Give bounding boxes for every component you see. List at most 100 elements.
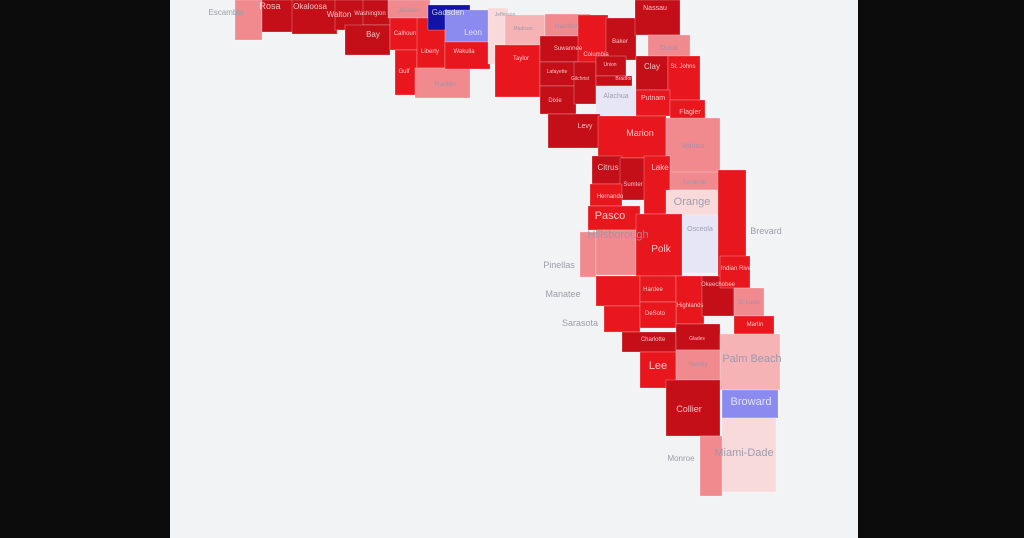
county-lafayette[interactable] — [539, 61, 577, 87]
county-label-walton: Walton — [327, 10, 352, 19]
county-monroe[interactable] — [699, 435, 723, 497]
county-label-levy: Levy — [578, 123, 593, 130]
county-label-sarasota: Sarasota — [562, 318, 598, 328]
county-label-collier: Collier — [676, 404, 702, 414]
county-label-marion: Marion — [626, 128, 654, 138]
county-marion[interactable] — [597, 115, 667, 159]
county-label-hamilton: Hamilton — [555, 24, 579, 30]
county-label-lee: Lee — [649, 360, 667, 372]
county-polk[interactable] — [635, 213, 683, 277]
county-indian-river[interactable] — [719, 255, 751, 289]
county-label-duval: Duval — [660, 45, 678, 52]
county-label-citrus: Citrus — [598, 163, 619, 172]
county-label-sumter: Sumter — [623, 182, 642, 188]
county-dixie[interactable] — [539, 85, 577, 115]
county-rosa[interactable] — [261, 0, 295, 33]
county-madison[interactable] — [504, 14, 546, 48]
county-label-volusia: Volusia — [682, 143, 705, 150]
county-highlands[interactable] — [675, 275, 705, 325]
county-sumter[interactable] — [619, 157, 647, 201]
county-label-lake: Lake — [651, 163, 669, 172]
county-label-baker: Baker — [612, 39, 628, 45]
county-citrus[interactable] — [591, 155, 623, 185]
county-label-flagler: Flagler — [679, 109, 701, 116]
county-label-union: Union — [603, 62, 616, 68]
county-putnam[interactable] — [635, 89, 671, 117]
county-sarasota[interactable] — [603, 305, 641, 333]
county-franklin[interactable] — [414, 67, 471, 99]
county-label-wakulla: Wakulla — [453, 49, 475, 55]
county-shapes — [234, 0, 781, 497]
county-suwannee[interactable] — [539, 35, 581, 63]
county-palm-beach[interactable] — [719, 333, 781, 391]
county-label-martin: Martin — [747, 322, 764, 328]
county-label-columbia: Columbia — [583, 52, 609, 58]
county-label-broward: Broward — [731, 396, 772, 408]
county-label-madison: Madison — [514, 26, 533, 32]
county-label-putnam: Putnam — [641, 95, 665, 102]
county-orange[interactable] — [665, 189, 721, 216]
county-volusia[interactable] — [665, 117, 721, 175]
county-label-calhoun: Calhoun — [394, 31, 416, 37]
county-label-st-lucie: St Lucie — [738, 300, 760, 306]
county-hillsborough[interactable] — [595, 229, 637, 276]
county-label-lafayette: Lafayette — [547, 69, 568, 75]
county-label-hardee: Hardee — [643, 287, 663, 293]
county-nassau[interactable] — [634, 0, 681, 36]
county-label-suwannee: Suwannee — [554, 46, 583, 52]
county-levy[interactable] — [547, 113, 601, 149]
county-label-indian-river: Indian River — [721, 266, 753, 272]
county-label-jefferson: Jefferson — [495, 12, 516, 18]
county-label-pasco: Pasco — [595, 210, 626, 222]
county-label-osceola: Osceola — [687, 226, 713, 233]
county-label-st-johns: St. Johns — [670, 64, 695, 70]
county-label-pinellas: Pinellas — [543, 260, 575, 270]
county-label-escambia: Escambia — [208, 8, 244, 17]
county-label-liberty: Liberty — [421, 49, 439, 55]
county-collier[interactable] — [665, 379, 721, 437]
county-bay[interactable] — [344, 24, 391, 56]
county-gilchrist[interactable] — [573, 61, 597, 105]
county-alachua[interactable] — [595, 85, 639, 117]
county-label-charlotte: Charlotte — [641, 337, 666, 343]
county-wakulla[interactable] — [444, 41, 491, 70]
county-miami-dade[interactable] — [721, 417, 777, 493]
county-taylor[interactable] — [494, 44, 541, 98]
county-label-rosa: Rosa — [259, 1, 280, 11]
county-osceola[interactable] — [679, 214, 721, 274]
county-label-glades: Glades — [689, 336, 705, 342]
county-washington[interactable] — [362, 0, 391, 26]
county-escambia[interactable] — [234, 0, 263, 41]
county-label-highlands: Highlands — [677, 303, 704, 309]
county-manatee[interactable] — [595, 275, 641, 307]
county-label-bay: Bay — [366, 30, 380, 39]
county-label-brevard: Brevard — [750, 226, 782, 236]
county-label-hillsborough: Hillsborough — [587, 229, 648, 241]
county-label-okaloosa: Okaloosa — [293, 2, 327, 11]
county-label-manatee: Manatee — [545, 289, 580, 299]
county-desoto[interactable] — [639, 301, 677, 329]
county-label-gilchrist: Gilchrist — [571, 76, 590, 82]
county-label-nassau: Nassau — [643, 5, 667, 12]
county-baker[interactable] — [605, 17, 637, 61]
county-label-hendry: Hendry — [688, 362, 707, 368]
county-label-gulf: Gulf — [398, 69, 409, 75]
county-label-hernando: Hernando — [597, 194, 624, 200]
county-label-leon: Leon — [464, 28, 482, 37]
county-label-seminole: Seminole — [682, 180, 708, 186]
county-label-clay: Clay — [644, 62, 660, 71]
county-label-franklin: Franklin — [434, 82, 455, 88]
county-st-johns[interactable] — [667, 55, 701, 101]
county-label-desoto: DeSoto — [645, 311, 666, 317]
county-label-polk: Polk — [651, 244, 671, 255]
county-label-washington: Washington — [354, 11, 385, 17]
county-label-gadsden: Gadsden — [432, 8, 464, 17]
county-clay[interactable] — [635, 55, 669, 91]
county-label-taylor: Taylor — [513, 56, 529, 62]
county-label-bradford: Bradford — [615, 76, 634, 82]
county-label-palm-beach: Palm Beach — [722, 353, 781, 365]
county-label-alachua: Alachua — [603, 93, 628, 100]
county-okaloosa[interactable] — [291, 0, 338, 35]
